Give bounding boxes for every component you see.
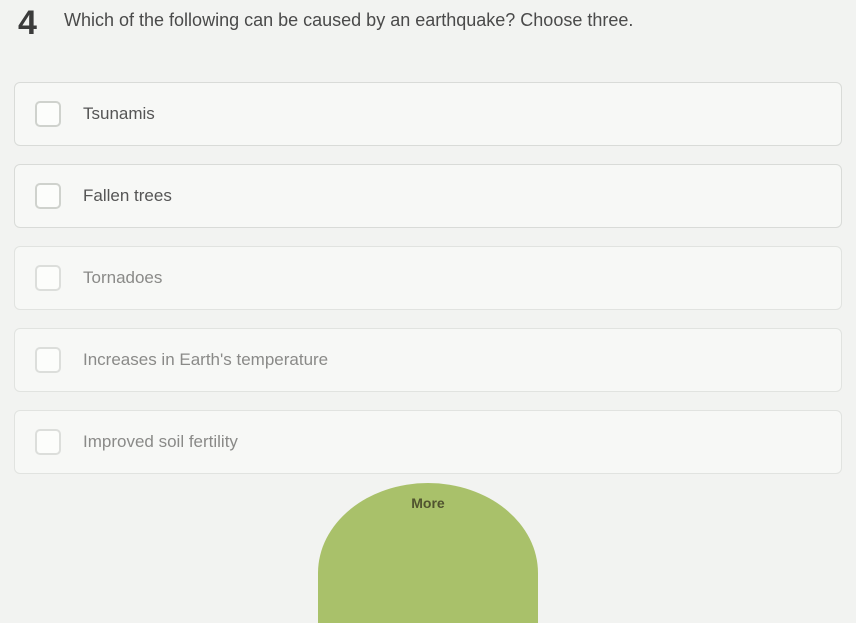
more-button-label: More [411,495,444,623]
option-soil-fertility[interactable]: Improved soil fertility [14,410,842,474]
options-list: Tsunamis Fallen trees Tornadoes Increase… [0,40,856,474]
option-fallen-trees[interactable]: Fallen trees [14,164,842,228]
option-label: Tornadoes [83,268,162,288]
option-tsunamis[interactable]: Tsunamis [14,82,842,146]
checkbox-icon[interactable] [35,429,61,455]
more-button[interactable]: More [318,483,538,623]
option-label: Increases in Earth's temperature [83,350,328,370]
question-text: Which of the following can be caused by … [64,6,633,31]
checkbox-icon[interactable] [35,347,61,373]
option-label: Improved soil fertility [83,432,238,452]
question-header: 4 Which of the following can be caused b… [0,0,856,40]
option-tornadoes[interactable]: Tornadoes [14,246,842,310]
option-label: Tsunamis [83,104,155,124]
checkbox-icon[interactable] [35,265,61,291]
question-number: 4 [18,6,46,40]
checkbox-icon[interactable] [35,183,61,209]
checkbox-icon[interactable] [35,101,61,127]
option-earth-temperature[interactable]: Increases in Earth's temperature [14,328,842,392]
option-label: Fallen trees [83,186,172,206]
